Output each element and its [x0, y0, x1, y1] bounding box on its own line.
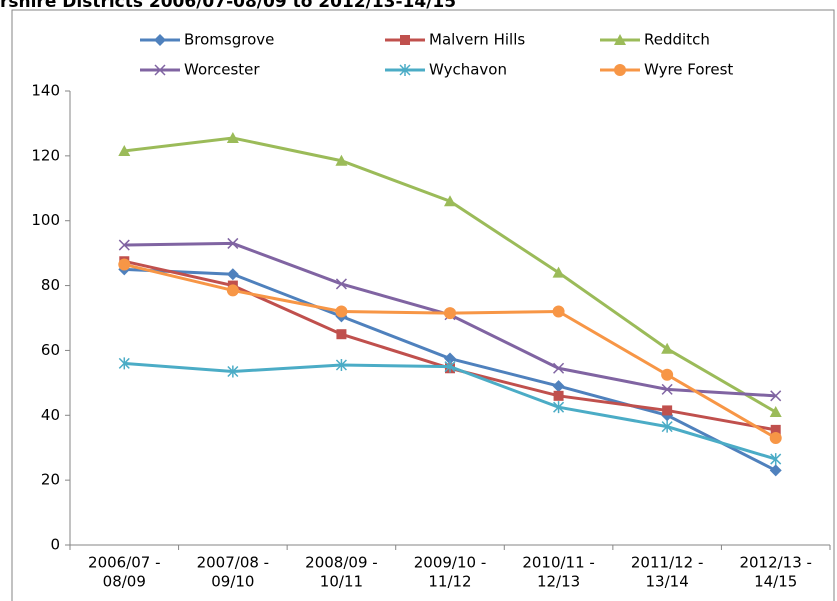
marker	[400, 35, 410, 45]
marker	[226, 284, 239, 297]
marker	[614, 34, 626, 45]
marker	[770, 424, 781, 435]
marker	[444, 352, 456, 365]
y-tick-label: 20	[41, 471, 60, 489]
marker	[661, 342, 674, 354]
chart-area	[11, 9, 835, 601]
marker	[118, 144, 131, 156]
x-tick-label: 10/11	[320, 573, 363, 591]
marker	[770, 390, 782, 402]
y-tick-label: 140	[31, 82, 60, 100]
x-tick-label: 13/14	[646, 573, 689, 591]
legend-label: Redditch	[644, 31, 710, 49]
marker	[661, 420, 673, 433]
x-tick-label: 11/12	[428, 573, 471, 591]
marker	[227, 365, 239, 378]
marker	[553, 362, 565, 374]
marker	[399, 64, 411, 76]
marker	[552, 380, 565, 393]
marker	[154, 64, 166, 76]
marker	[769, 431, 782, 444]
marker	[444, 360, 456, 373]
marker	[227, 237, 239, 249]
marker	[226, 132, 239, 144]
legend-label: Wychavon	[429, 61, 507, 79]
marker	[335, 359, 347, 372]
y-tick-label: 120	[31, 146, 60, 164]
marker	[226, 268, 239, 281]
marker	[769, 406, 782, 418]
x-tick-label: 2012/13 -	[739, 554, 812, 572]
x-tick-label: 2006/07 -	[88, 554, 161, 572]
marker	[770, 453, 782, 466]
marker	[335, 278, 347, 290]
marker	[661, 383, 673, 395]
x-tick-label: 09/10	[211, 573, 254, 591]
y-tick-label: 100	[31, 211, 60, 229]
marker	[662, 405, 673, 416]
legend-label: Wyre Forest	[644, 61, 733, 79]
y-tick-label: 80	[41, 276, 60, 294]
marker	[553, 401, 565, 414]
y-tick-label: 0	[50, 536, 60, 554]
x-tick-label: 2009/10 -	[414, 554, 487, 572]
x-tick-label: 12/13	[537, 573, 580, 591]
x-tick-label: 2008/09 -	[305, 554, 378, 572]
x-tick-label: 2011/12 -	[631, 554, 704, 572]
marker	[336, 329, 347, 340]
legend-label: Worcester	[184, 61, 260, 79]
legend-label: Bromsgrove	[184, 31, 274, 49]
y-tick-label: 40	[41, 406, 60, 424]
x-tick-label: 08/09	[103, 573, 146, 591]
marker	[444, 195, 456, 207]
marker	[553, 390, 564, 401]
x-tick-label: 14/15	[754, 573, 797, 591]
marker	[118, 239, 130, 251]
marker	[335, 154, 348, 166]
legend-label: Malvern Hills	[429, 31, 525, 49]
marker	[118, 258, 131, 271]
x-tick-label: 2010/11 -	[522, 554, 595, 572]
y-tick-label: 60	[41, 341, 60, 359]
marker	[335, 305, 348, 318]
marker	[118, 357, 130, 370]
marker	[552, 266, 565, 278]
marker	[769, 464, 782, 477]
x-tick-label: 2007/08 -	[197, 554, 270, 572]
marker	[614, 64, 626, 76]
marker	[444, 307, 456, 320]
marker	[154, 34, 166, 46]
marker	[552, 305, 565, 318]
chart-title: rshire Districts 2006/07-08/09 to 2012/1…	[0, 0, 456, 12]
marker	[661, 368, 674, 381]
